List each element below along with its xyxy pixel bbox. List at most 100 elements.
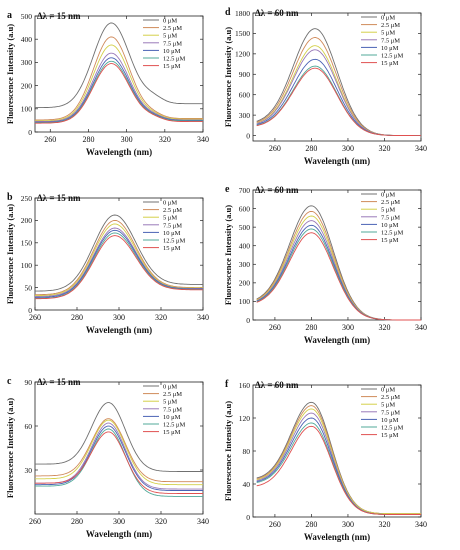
legend-label: 0 μM [163,18,177,25]
y-tick-label: 900 [239,70,251,79]
delta-lambda-annotation: Δλ = 15 nm [37,193,81,203]
series-line [256,408,421,515]
legend-label: 2.5 μM [381,199,400,206]
plot-frame [252,384,422,518]
x-tick-label: 280 [71,313,83,322]
x-tick-label: 340 [415,323,427,332]
legend-label: 7.5 μM [381,409,400,416]
chart-panel-f: 260 280 300 320 340 0 40 80 120 160 Wavelength (nm… [223,379,427,542]
panel-label: e [225,184,230,195]
y-tick-label: 700 [239,186,251,195]
x-tick-label: 260 [29,517,41,526]
x-tick-label: 280 [305,520,317,529]
chart-panel-a: 260 280 300 320 340 0 100 200 300 400 500 Wavelengt… [5,10,209,157]
chart-panel-c: 260 280 300 320 340 30 60 90 Wavelength (nm) Fluo… [5,376,209,539]
series-line [35,419,203,486]
legend-label: 15 μM [163,245,181,252]
series-line [34,44,203,122]
y-tick-label: 0 [28,128,32,137]
x-tick-label: 340 [415,144,427,153]
legend-label: 2.5 μM [163,391,182,398]
delta-lambda-annotation: Δλ = 60 nm [255,185,299,195]
y-tick-label: 1200 [235,50,250,59]
y-tick-label: 1500 [235,29,250,38]
legend-label: 5 μM [381,402,395,409]
series-line [35,219,203,296]
series-line [35,227,203,297]
x-tick-label: 340 [415,520,427,529]
x-tick-label: 260 [29,313,41,322]
y-tick-label: 0 [28,306,32,315]
x-tick-label: 320 [378,520,390,529]
series-line [35,36,203,121]
plot-frame [34,381,204,515]
y-tick-label: 100 [239,297,251,306]
y-tick-label: 30 [25,466,33,475]
legend-label: 5 μM [381,30,395,37]
y-tick-label: 60 [25,422,33,431]
x-axis-label: Wavelength (nm) [86,529,152,539]
legend-label: 12.5 μM [381,53,403,60]
plot-frame [252,12,422,142]
legend-label: 2.5 μM [381,394,400,401]
delta-lambda-annotation: Δλ = 15 nm [37,377,81,387]
legend-label: 15 μM [381,237,399,244]
x-tick-label: 300 [342,323,354,332]
y-axis-label: Fluorescence Intensity (a.u) [5,24,15,124]
series-line [35,214,203,292]
y-tick-label: 300 [239,260,251,269]
x-tick-label: 320 [155,313,167,322]
series-line [35,425,203,491]
y-tick-label: 200 [239,279,251,288]
legend-label: 0 μM [163,200,177,207]
x-tick-label: 320 [378,144,390,153]
legend-label: 12.5 μM [381,425,403,432]
legend-label: 5 μM [381,207,395,214]
panel-label: d [225,7,231,18]
series-line [256,67,421,137]
x-tick-label: 280 [82,135,94,144]
y-tick-label: 100 [21,261,33,270]
legend-label: 10 μM [163,414,181,421]
x-tick-label: 280 [305,144,317,153]
x-axis-label: Wavelength (nm) [304,335,370,345]
delta-lambda-annotation: Δλ = 15 nm [37,11,81,21]
plot-frame [252,189,422,321]
x-tick-label: 280 [305,323,317,332]
x-tick-label: 300 [113,313,125,322]
series-line [34,235,203,300]
series-line [256,232,421,321]
y-tick-label: 200 [21,216,33,225]
x-tick-label: 300 [121,135,133,144]
x-tick-label: 300 [342,144,354,153]
panel-label: b [7,192,13,203]
x-tick-label: 260 [269,520,281,529]
series-line [35,63,203,124]
x-tick-label: 260 [269,323,281,332]
x-tick-label: 320 [159,135,171,144]
chart-panel-b: 260 280 300 320 340 0 50 100 150 200 250 Wavelength… [5,192,209,335]
y-tick-label: 250 [21,194,33,203]
series-line [35,22,203,109]
chart-panel-e: 260 280 300 320 340 0 100 200 300 400 500 600 700 Wav… [223,184,427,345]
plot-frame [34,15,204,133]
y-axis-label: Fluorescence Intensity (a.u) [5,204,15,304]
legend-label: 0 μM [381,192,395,199]
y-axis-label: Fluorescence Intensity (a.u) [223,205,233,305]
legend-label: 2.5 μM [381,22,400,29]
x-axis-label: Wavelength (nm) [304,156,370,166]
legend-label: 5 μM [163,215,177,222]
legend-label: 7.5 μM [381,37,400,44]
y-tick-label: 400 [21,35,33,44]
series-line [35,418,203,483]
y-tick-label: 100 [21,105,33,114]
legend-label: 15 μM [163,63,181,70]
legend-label: 7.5 μM [163,40,182,47]
legend-label: 0 μM [381,387,395,394]
legend-label: 15 μM [163,429,181,436]
legend-label: 12.5 μM [381,230,403,237]
y-tick-label: 120 [239,414,251,423]
legend-label: 7.5 μM [381,214,400,221]
y-tick-label: 600 [239,91,251,100]
